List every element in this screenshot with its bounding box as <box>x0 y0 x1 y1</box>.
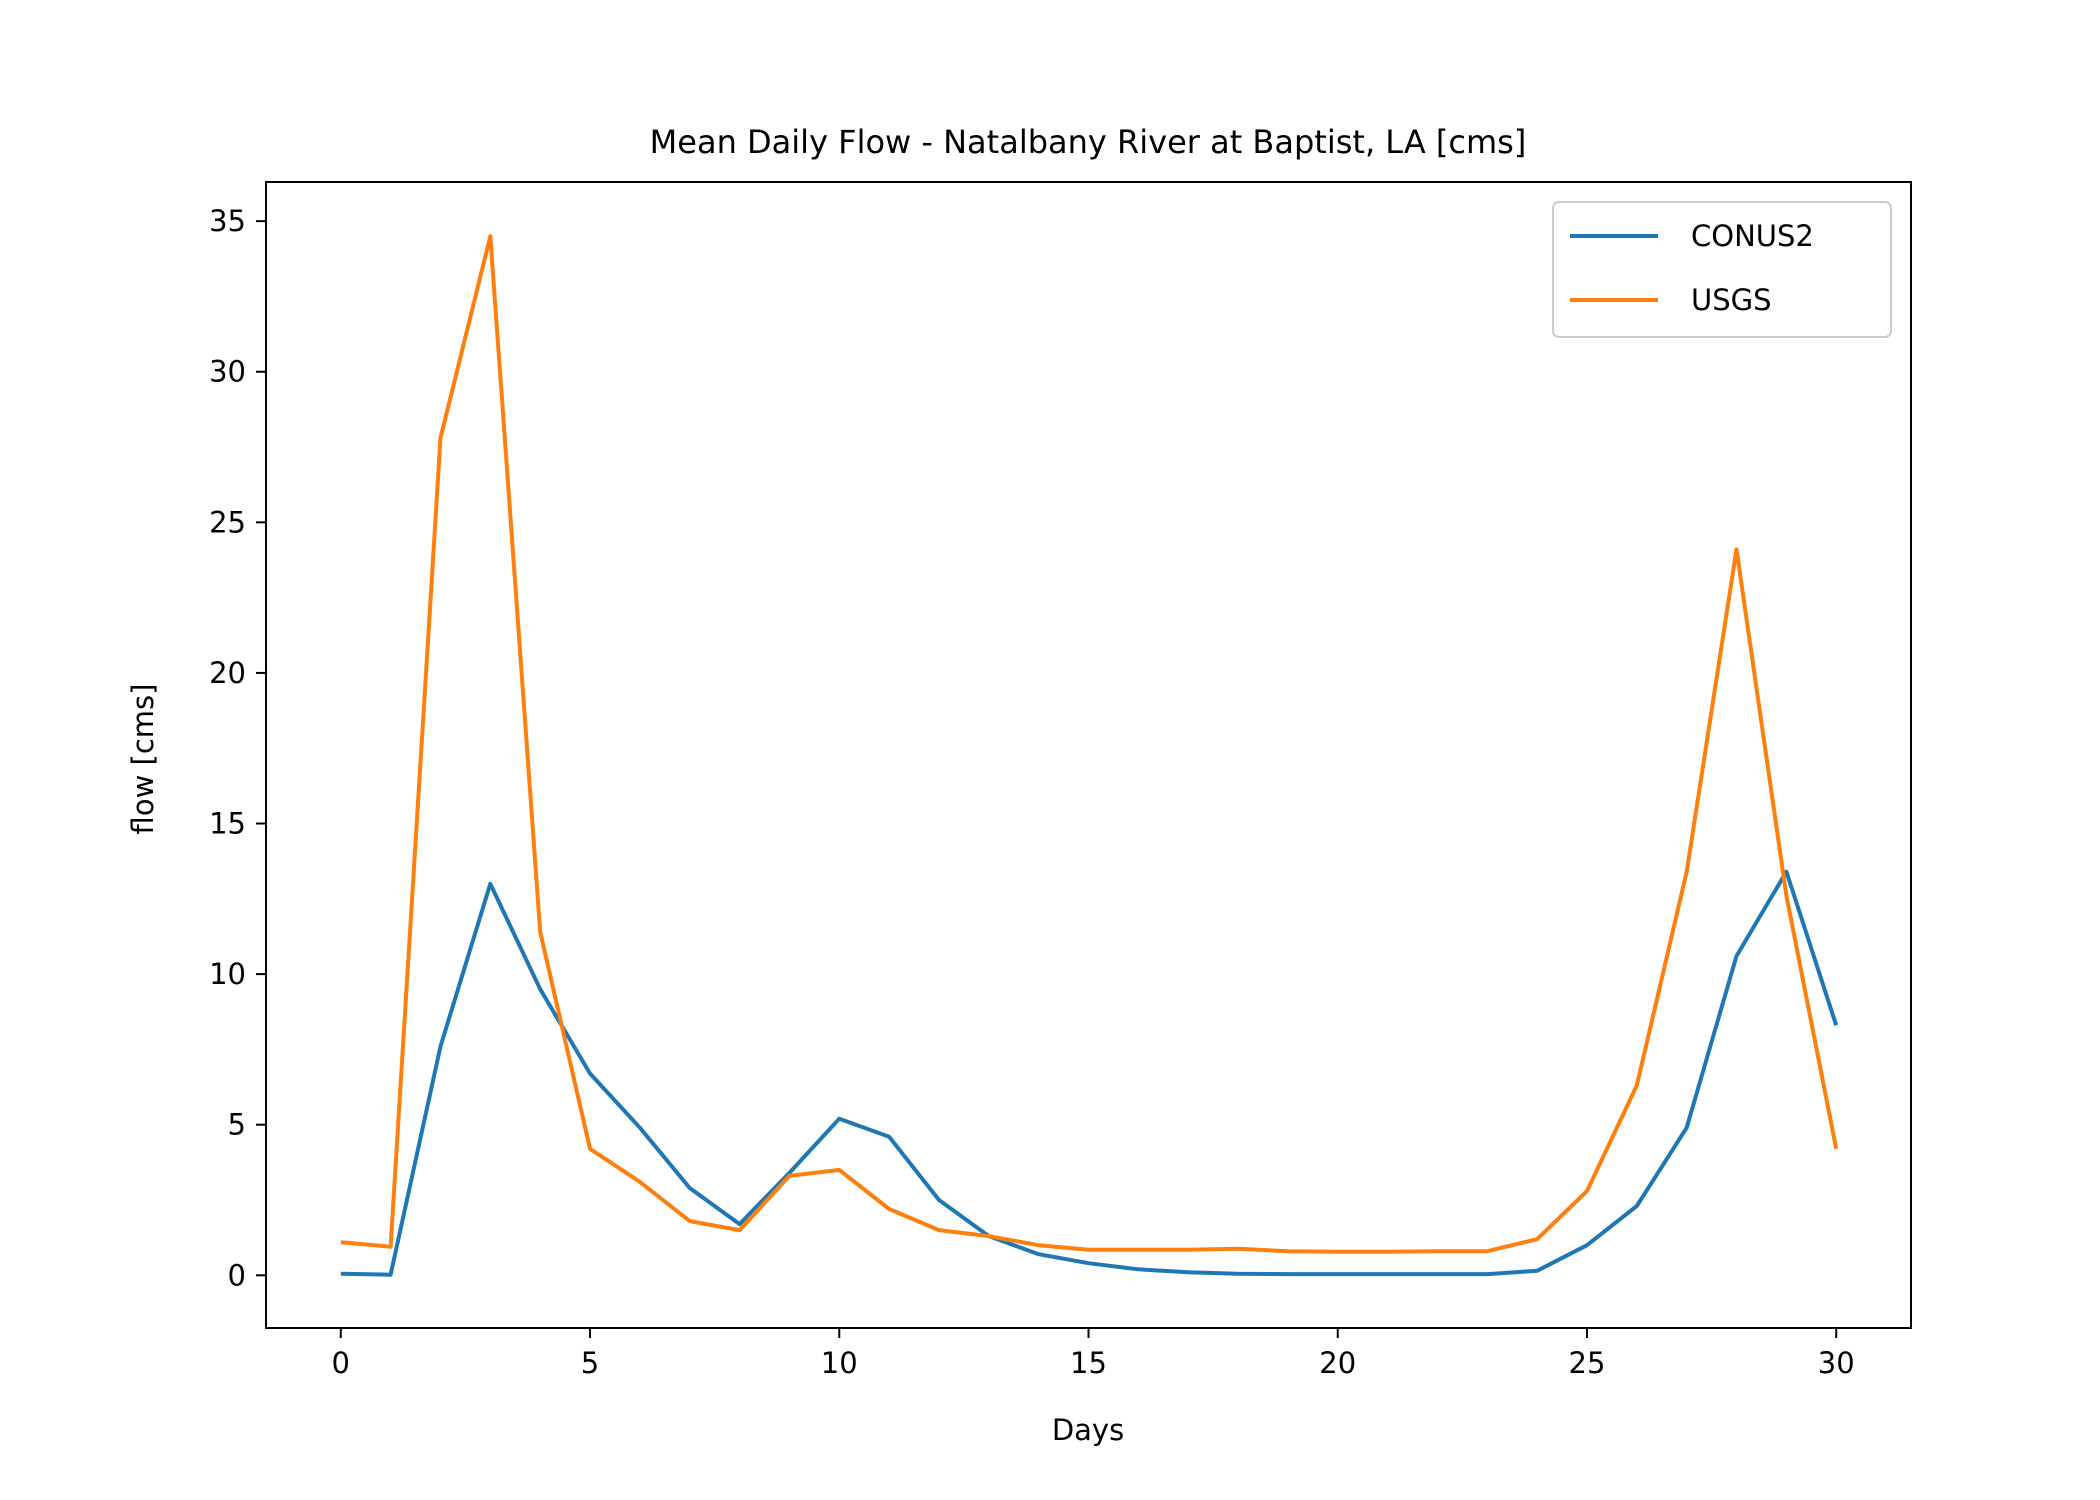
y-tick-label: 35 <box>209 204 246 238</box>
legend: CONUS2 USGS <box>1552 201 1892 338</box>
x-tick-label: 10 <box>821 1346 858 1380</box>
x-axis-label: Days <box>1052 1413 1124 1447</box>
y-axis: 0 5 10 15 20 25 30 35 <box>209 204 266 1292</box>
series-lines <box>340 234 1839 1277</box>
x-axis: 0 5 10 15 20 25 30 <box>332 1328 1855 1380</box>
y-tick-label: 20 <box>209 656 246 690</box>
y-tick-label: 0 <box>228 1258 246 1292</box>
y-tick-label: 30 <box>209 355 246 389</box>
x-tick-label: 20 <box>1319 1346 1356 1380</box>
x-tick-label: 0 <box>332 1346 350 1380</box>
y-axis-label: flow [cms] <box>126 684 160 835</box>
series-line-conus2 <box>340 869 1839 1277</box>
legend-label-usgs: USGS <box>1691 283 1772 317</box>
y-tick-label: 5 <box>228 1108 246 1142</box>
x-tick-label: 15 <box>1070 1346 1107 1380</box>
series-line-usgs <box>340 234 1839 1254</box>
x-tick-label: 30 <box>1818 1346 1855 1380</box>
x-tick-label: 5 <box>581 1346 599 1380</box>
y-tick-label: 10 <box>209 957 246 991</box>
y-tick-label: 15 <box>209 807 246 841</box>
legend-label-conus2: CONUS2 <box>1691 219 1814 253</box>
plot-frame <box>265 181 1912 1329</box>
x-tick-label: 25 <box>1569 1346 1606 1380</box>
y-tick-label: 25 <box>209 505 246 539</box>
chart-title: Mean Daily Flow - Natalbany River at Bap… <box>650 123 1527 161</box>
